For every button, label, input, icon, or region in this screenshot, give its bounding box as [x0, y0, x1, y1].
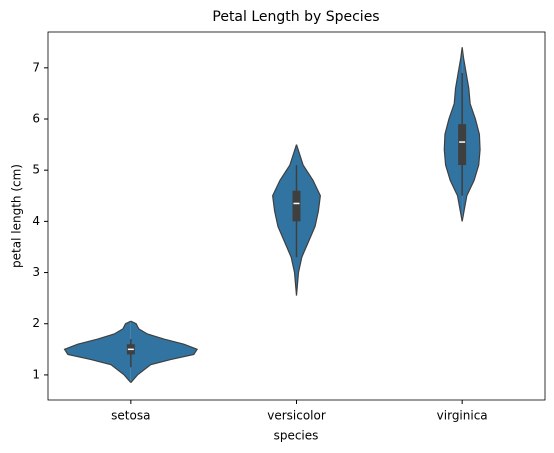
y-tick-label: 5	[32, 163, 40, 177]
violin-half	[295, 144, 321, 296]
x-tick-label: versicolor	[267, 409, 326, 423]
violin-half	[63, 320, 132, 383]
y-tick-label: 3	[32, 265, 40, 279]
y-tick-label: 4	[32, 214, 40, 228]
violin-half	[443, 47, 463, 222]
plot-frame	[47, 31, 546, 401]
x-tick-label: virginica	[437, 409, 488, 423]
violin-half	[130, 320, 199, 383]
x-axis-label: species	[274, 429, 319, 443]
y-axis-label: petal length (cm)	[10, 164, 24, 268]
box	[292, 190, 301, 222]
violin-half	[461, 47, 481, 222]
box	[458, 124, 467, 166]
y-tick-label: 1	[32, 367, 40, 381]
y-tick-label: 6	[32, 112, 40, 126]
violin-half	[272, 144, 298, 296]
y-tick-label: 2	[32, 316, 40, 330]
y-tick-label: 7	[32, 60, 40, 74]
x-tick-label: setosa	[111, 409, 150, 423]
chart-title: Petal Length by Species	[212, 9, 379, 25]
